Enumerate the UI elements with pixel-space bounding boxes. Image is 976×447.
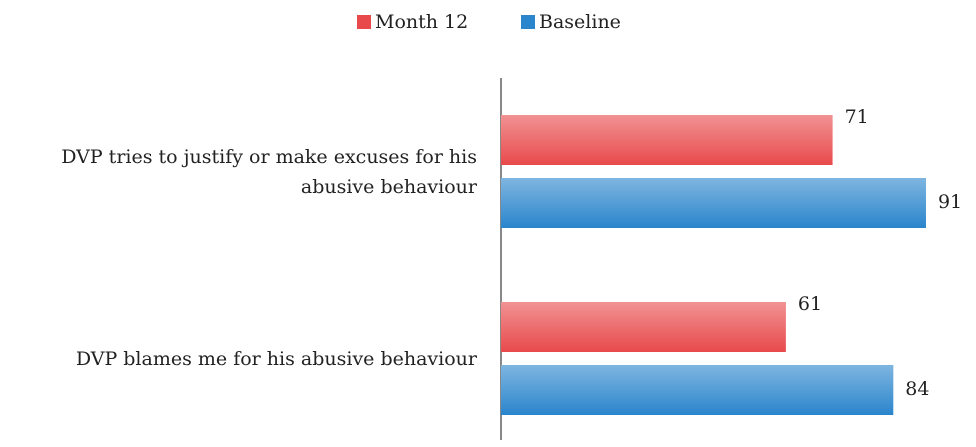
bar-shine — [501, 178, 926, 228]
legend-label: Month 12 — [375, 11, 468, 33]
bar-shine — [501, 115, 833, 165]
value-label: 71 — [845, 106, 869, 128]
bar-shine — [501, 302, 786, 352]
value-label: 91 — [938, 191, 962, 213]
legend-swatch — [357, 15, 371, 29]
legend-swatch — [521, 15, 535, 29]
category-label: DVP blames me for his abusive behaviour — [75, 347, 477, 370]
value-label: 61 — [798, 293, 822, 315]
category-label: DVP tries to justify or make excuses for… — [61, 145, 477, 198]
legend-label: Baseline — [539, 11, 621, 33]
value-label: 84 — [905, 378, 929, 400]
bar-shine — [501, 365, 894, 415]
